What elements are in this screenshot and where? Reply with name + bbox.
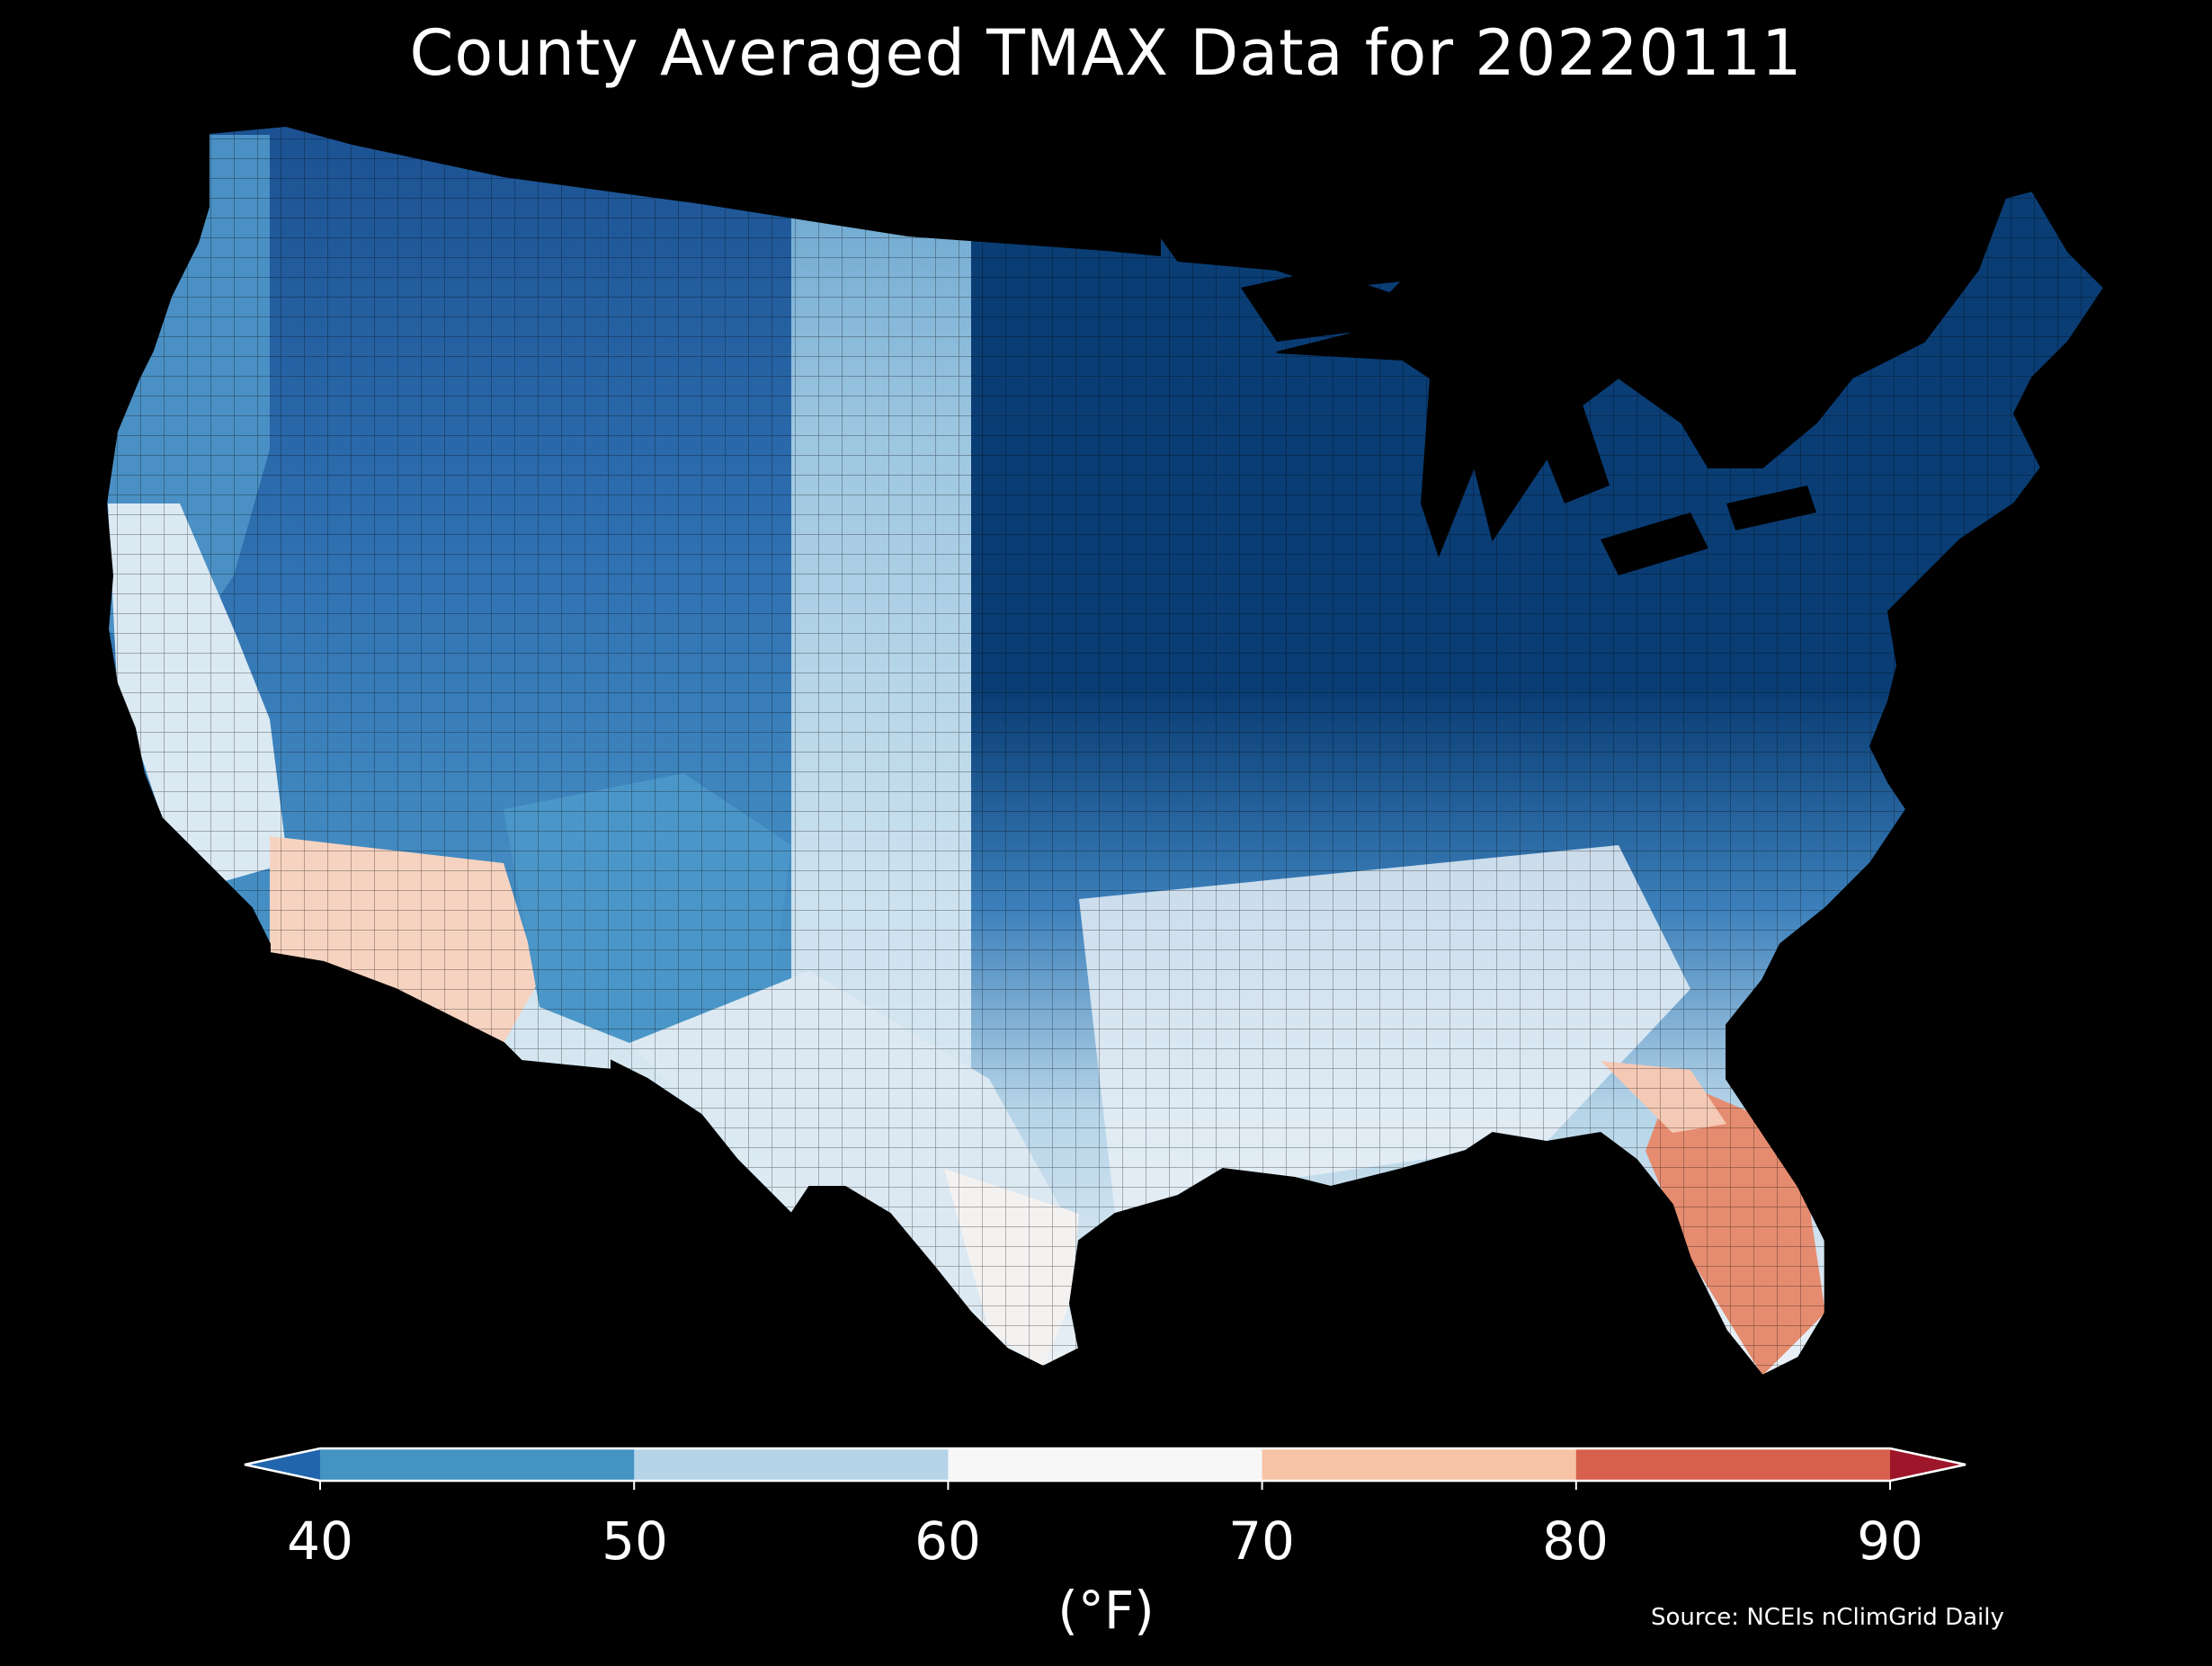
colorbar-extend-low <box>245 1448 320 1481</box>
colorbar-tick-60: 60 <box>914 1510 981 1572</box>
source-note: Source: NCEIs nClimGrid Daily <box>1651 1604 2004 1631</box>
colorbar <box>244 1447 1967 1490</box>
colorbar-tick-80: 80 <box>1542 1510 1609 1572</box>
colorbar-extend-high <box>1890 1448 1966 1481</box>
lake-michigan <box>1421 360 1475 557</box>
colorbar-tick-70: 70 <box>1228 1510 1295 1572</box>
map-title: County Averaged TMAX Data for 20220111 <box>409 16 1803 90</box>
colorbar-tick-90: 90 <box>1857 1510 1923 1572</box>
lake-erie <box>1601 512 1708 575</box>
colorbar-bin-70-80 <box>1262 1448 1577 1481</box>
colorbar-bin-40-50 <box>320 1448 635 1481</box>
colorbar-bins <box>245 1448 1966 1481</box>
colorbar-unit-label: (°F) <box>1057 1580 1155 1641</box>
us-county-map <box>105 125 2105 1376</box>
lake-huron <box>1529 405 1610 503</box>
colorbar-bin-50-60 <box>634 1448 949 1481</box>
colorbar-tick-50: 50 <box>602 1510 668 1572</box>
colorbar-ticks <box>319 1481 1891 1490</box>
colorbar-tick-40: 40 <box>287 1510 353 1572</box>
colorbar-bin-80-90 <box>1575 1448 1891 1481</box>
lake-ontario <box>1726 486 1816 530</box>
lake-superior <box>1241 270 1403 342</box>
colorbar-bin-60-70 <box>948 1448 1263 1481</box>
